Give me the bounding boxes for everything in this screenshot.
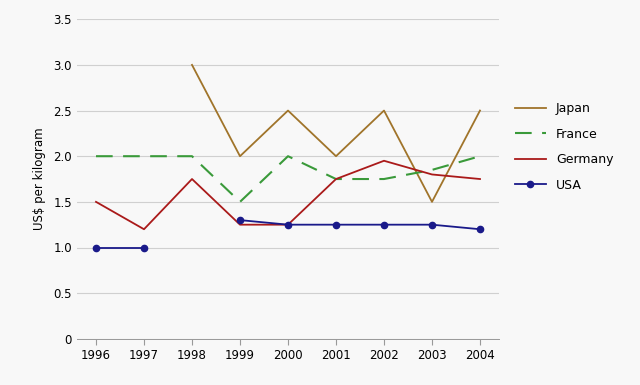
Legend: Japan, France, Germany, USA: Japan, France, Germany, USA <box>509 97 618 197</box>
Y-axis label: US$ per kilogram: US$ per kilogram <box>33 128 46 230</box>
